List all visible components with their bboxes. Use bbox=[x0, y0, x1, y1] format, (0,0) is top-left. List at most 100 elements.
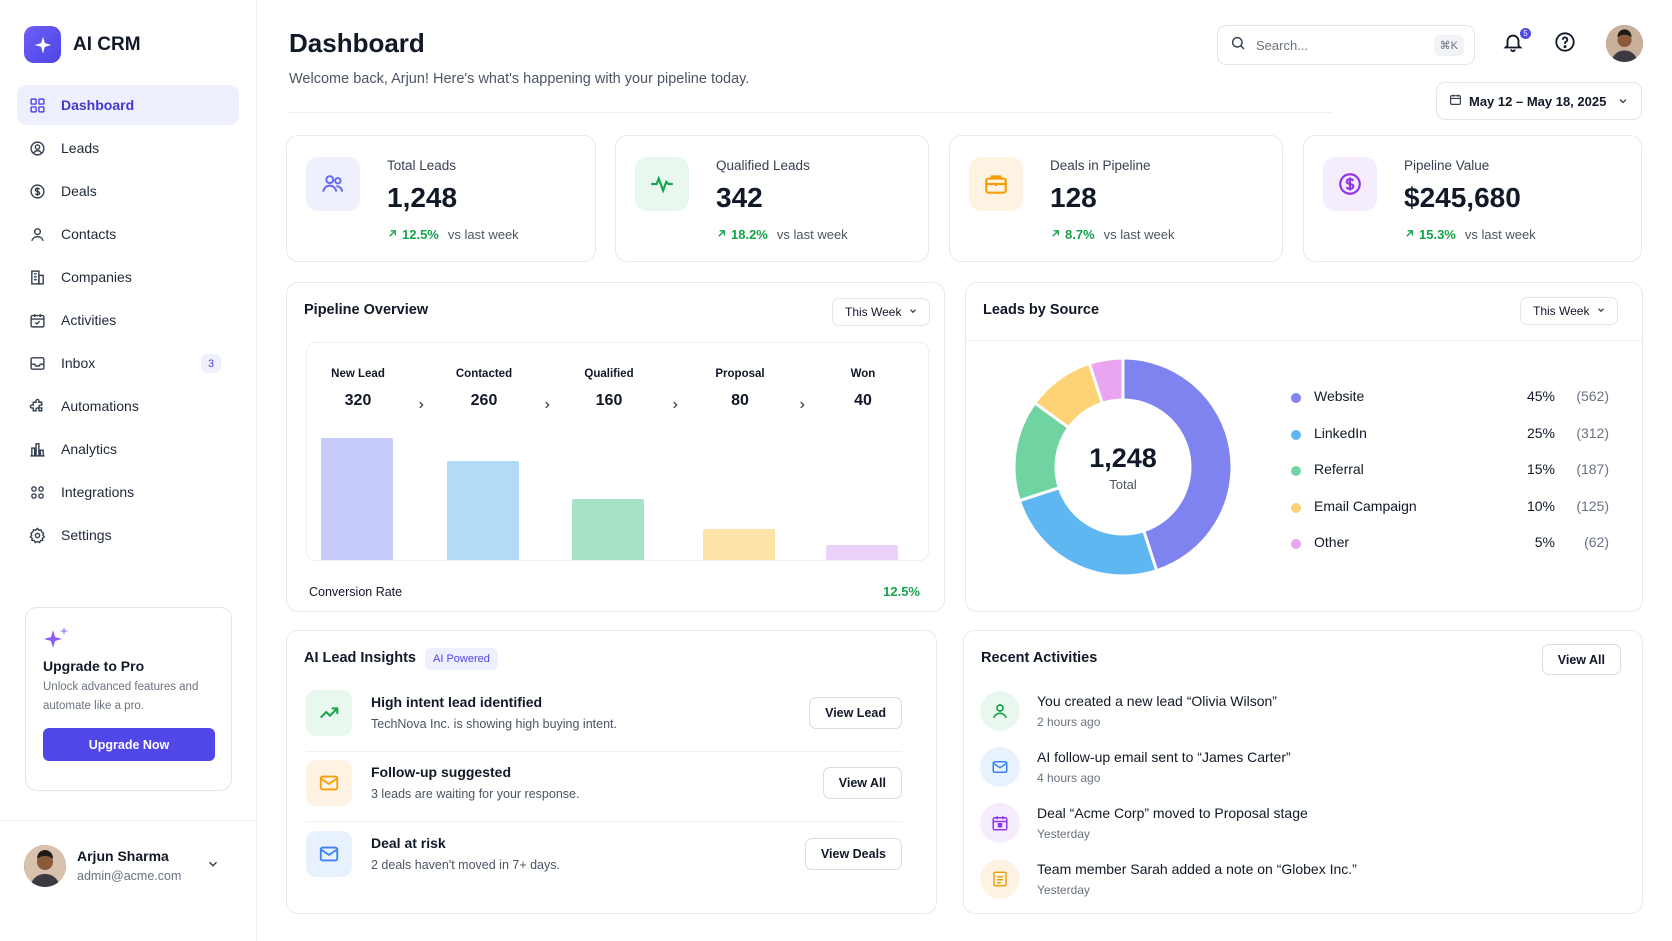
page-title: Dashboard bbox=[289, 28, 425, 58]
period-label: This Week bbox=[1533, 304, 1590, 318]
sidebar-item-analytics[interactable]: Analytics bbox=[17, 429, 239, 469]
donut-slice-website[interactable] bbox=[1121, 356, 1234, 573]
stage-value: 40 bbox=[854, 392, 872, 409]
date-range-label: May 12 – May 18, 2025 bbox=[1469, 93, 1607, 109]
search-shortcut: ⌘K bbox=[1433, 35, 1464, 56]
sidebar-item-label: Integrations bbox=[61, 484, 135, 500]
legend-percent: 25% bbox=[1526, 424, 1555, 441]
sidebar-item-leads[interactable]: Leads bbox=[17, 128, 239, 168]
donut-slice-other[interactable] bbox=[1087, 356, 1125, 406]
activity-time: 4 hours ago bbox=[1037, 771, 1101, 785]
user-profile[interactable]: Arjun Sharma admin@acme.com bbox=[0, 820, 257, 941]
sidebar-item-integrations[interactable]: Integrations bbox=[17, 472, 239, 512]
stage-label: Won bbox=[850, 368, 876, 380]
user-circle-icon bbox=[28, 139, 46, 157]
legend-count: (125) bbox=[1576, 497, 1609, 514]
activity-text: You created a new lead “Olivia Wilson” bbox=[1037, 693, 1277, 709]
note-icon bbox=[980, 859, 1020, 899]
activity-item[interactable]: Deal “Acme Corp” moved to Proposal stage… bbox=[980, 803, 1580, 853]
pipeline-bar[interactable] bbox=[703, 529, 775, 560]
legend-row: LinkedIn 25% (312) bbox=[1291, 425, 1609, 462]
chevron-down-icon[interactable] bbox=[206, 857, 220, 876]
bar-chart-icon bbox=[28, 440, 46, 458]
insight-title: High intent lead identified bbox=[371, 694, 543, 710]
kpi-card-deals-in-pipeline[interactable]: Deals in Pipeline 128 8.7% vs last week bbox=[949, 135, 1283, 262]
arrow-up-right-icon bbox=[1050, 227, 1061, 242]
sidebar-item-label: Settings bbox=[61, 527, 112, 543]
insight-title: Follow-up suggested bbox=[371, 764, 511, 780]
activity-item[interactable]: Team member Sarah added a note on “Globe… bbox=[980, 859, 1580, 909]
kpi-card-pipeline-value[interactable]: Pipeline Value $245,680 15.3% vs last we… bbox=[1303, 135, 1642, 262]
kpi-change: 8.7% bbox=[1065, 227, 1095, 242]
sidebar-item-label: Automations bbox=[61, 398, 139, 414]
sidebar-item-label: Activities bbox=[61, 312, 117, 328]
legend-row: Email Campaign 10% (125) bbox=[1291, 498, 1609, 535]
pipeline-bar[interactable] bbox=[826, 545, 898, 560]
chevron-right-icon bbox=[797, 398, 807, 416]
view-all-activities-button[interactable]: View All bbox=[1541, 644, 1621, 675]
sidebar-item-automations[interactable]: Automations bbox=[17, 386, 239, 426]
leads-source-period-select[interactable]: This Week bbox=[1520, 297, 1619, 325]
kpi-card-qualified-leads[interactable]: Qualified Leads 342 18.2% vs last week bbox=[615, 135, 929, 262]
arrow-up-right-icon bbox=[716, 227, 727, 242]
legend-row: Other 5% (62) bbox=[1291, 534, 1609, 571]
avatar bbox=[24, 845, 66, 887]
donut-total-label: Total bbox=[1109, 476, 1137, 492]
leads-source-donut: 1,248 Total bbox=[1011, 355, 1235, 579]
activity-icon bbox=[635, 157, 689, 211]
avatar[interactable] bbox=[1606, 25, 1643, 62]
kpi-card-total-leads[interactable]: Total Leads 1,248 12.5% vs last week bbox=[286, 135, 596, 262]
stage-label: Proposal bbox=[715, 368, 765, 380]
kpi-value: 128 bbox=[1050, 182, 1097, 213]
activity-item[interactable]: AI follow-up email sent to “James Carter… bbox=[980, 747, 1580, 797]
sidebar-item-inbox[interactable]: Inbox 3 bbox=[17, 343, 239, 383]
calendar-icon bbox=[28, 311, 46, 329]
legend-count: (62) bbox=[1584, 534, 1609, 550]
sidebar-item-label: Contacts bbox=[61, 226, 117, 242]
insight-item: Deal at risk 2 deals haven't moved in 7+… bbox=[306, 831, 902, 893]
insight-item: High intent lead identified TechNova Inc… bbox=[306, 690, 902, 752]
insight-description: TechNova Inc. is showing high buying int… bbox=[371, 717, 617, 731]
sidebar-item-label: Dashboard bbox=[61, 97, 135, 113]
stage-value: 160 bbox=[595, 392, 623, 409]
sidebar-item-label: Inbox bbox=[61, 355, 96, 371]
sidebar-item-contacts[interactable]: Contacts bbox=[17, 214, 239, 254]
help-icon[interactable] bbox=[1554, 31, 1576, 58]
user-icon bbox=[980, 691, 1020, 731]
pipeline-bar[interactable] bbox=[321, 438, 393, 560]
activity-item[interactable]: You created a new lead “Olivia Wilson” 2… bbox=[980, 691, 1580, 741]
sidebar-item-deals[interactable]: Deals bbox=[17, 171, 239, 211]
upgrade-card: Upgrade to Pro Unlock advanced features … bbox=[25, 607, 232, 791]
arrow-up-right-icon bbox=[1404, 227, 1415, 242]
view-lead-button[interactable]: View Lead bbox=[809, 697, 902, 729]
stage-value: 80 bbox=[731, 392, 749, 409]
donut-chart bbox=[1012, 356, 1234, 578]
stage-value: 260 bbox=[470, 392, 498, 409]
upgrade-now-button[interactable]: Upgrade Now bbox=[43, 728, 215, 761]
arrow-up-right-icon bbox=[387, 227, 398, 242]
conversion-rate-label: Conversion Rate bbox=[309, 585, 403, 599]
period-label: This Week bbox=[845, 305, 902, 319]
pipeline-period-select[interactable]: This Week bbox=[832, 298, 931, 326]
sidebar-item-companies[interactable]: Companies bbox=[17, 257, 239, 297]
date-range-picker[interactable]: May 12 – May 18, 2025 bbox=[1436, 82, 1642, 120]
pipeline-bar[interactable] bbox=[572, 499, 644, 560]
brand[interactable]: AI CRM bbox=[24, 26, 141, 63]
kpi-trend: 18.2% vs last week bbox=[716, 227, 848, 242]
search-input[interactable]: Search... ⌘K bbox=[1217, 25, 1475, 65]
sidebar-item-dashboard[interactable]: Dashboard bbox=[17, 85, 239, 125]
chevron-right-icon bbox=[416, 398, 426, 416]
view-all-button[interactable]: View All bbox=[822, 767, 902, 799]
sidebar-item-activities[interactable]: Activities bbox=[17, 300, 239, 340]
pipeline-bar[interactable] bbox=[447, 461, 519, 560]
activity-text: AI follow-up email sent to “James Carter… bbox=[1037, 749, 1291, 765]
bell-icon[interactable] bbox=[1502, 30, 1530, 58]
apps-icon bbox=[28, 483, 46, 501]
chevron-down-icon bbox=[1596, 304, 1606, 318]
stage-label: Contacted bbox=[455, 368, 513, 380]
insight-item: Follow-up suggested 3 leads are waiting … bbox=[306, 760, 902, 822]
kpi-label: Qualified Leads bbox=[716, 158, 810, 173]
header-divider bbox=[289, 112, 1332, 113]
view-deals-button[interactable]: View Deals bbox=[804, 838, 902, 870]
sidebar-item-settings[interactable]: Settings bbox=[17, 515, 239, 555]
